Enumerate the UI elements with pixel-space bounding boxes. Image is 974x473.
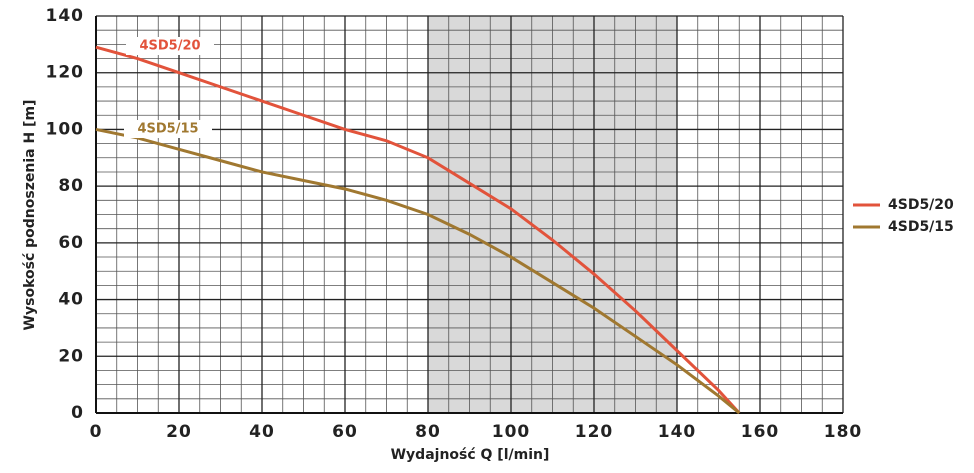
data-line bbox=[95, 127, 741, 415]
y-tick-label: 40 bbox=[58, 290, 84, 310]
y-tick-label: 140 bbox=[46, 6, 85, 26]
data-line bbox=[95, 45, 741, 415]
x-tick-label: 0 bbox=[90, 422, 103, 442]
x-tick-label: 20 bbox=[166, 422, 192, 442]
annotation-text: 4SD5/15 bbox=[137, 122, 198, 137]
y-tick-label: 0 bbox=[71, 403, 84, 423]
y-tick-label: 60 bbox=[58, 233, 84, 253]
x-axis-label: Wydajność Q [l/min] bbox=[391, 447, 550, 463]
series-annotation: 4SD5/15 bbox=[124, 120, 212, 138]
y-tick-label: 100 bbox=[46, 119, 85, 139]
y-tick-label: 20 bbox=[58, 346, 84, 366]
annotation-bg bbox=[124, 120, 212, 138]
x-tick-label: 120 bbox=[575, 422, 614, 442]
legend-label: 4SD5/20 bbox=[888, 197, 954, 213]
x-tick-label: 140 bbox=[658, 422, 697, 442]
y-tick-label: 120 bbox=[46, 63, 85, 83]
y-tick-label: 80 bbox=[58, 176, 84, 196]
legend-label: 4SD5/15 bbox=[888, 219, 954, 235]
y-axis-label: Wysokość podnoszenia H [m] bbox=[22, 100, 38, 331]
x-tick-label: 80 bbox=[415, 422, 441, 442]
x-tick-label: 40 bbox=[249, 422, 275, 442]
annotation-text: 4SD5/20 bbox=[139, 39, 200, 54]
x-tick-label: 180 bbox=[824, 422, 863, 442]
annotation-bg bbox=[126, 37, 214, 55]
x-tick-label: 100 bbox=[492, 422, 531, 442]
x-tick-label: 160 bbox=[741, 422, 780, 442]
x-tick-label: 60 bbox=[332, 422, 358, 442]
series-annotation: 4SD5/20 bbox=[126, 37, 214, 55]
